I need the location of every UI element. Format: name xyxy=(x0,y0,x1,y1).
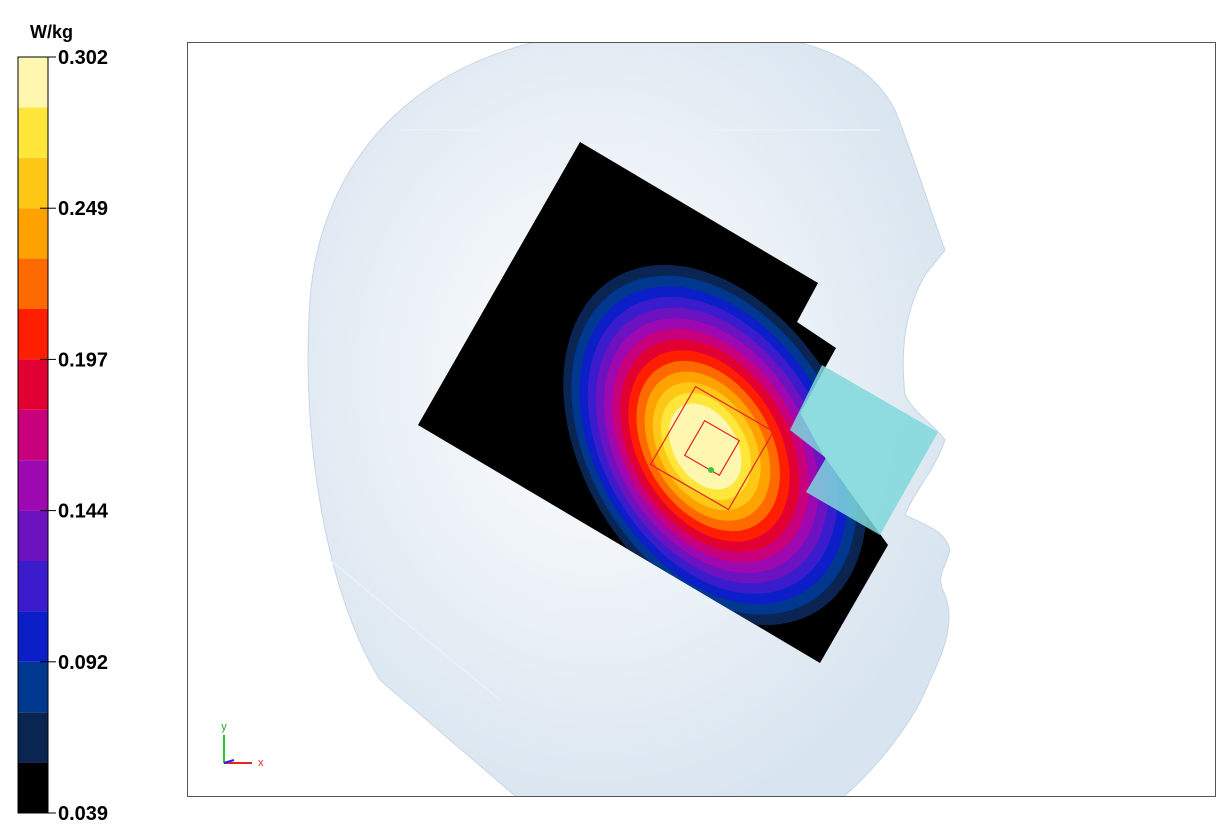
axes-triad: y x xyxy=(221,721,264,769)
triad-y-label: y xyxy=(221,721,227,733)
colorbar: 0.039 0.092 0.144 0.197 0.249 0.302 xyxy=(17,47,109,825)
colorbar-tick-label: 0.302 xyxy=(58,47,108,69)
colorbar-band xyxy=(18,762,48,813)
zoom-box-outer xyxy=(649,385,775,511)
colorbar-band xyxy=(18,157,48,209)
peak-marker xyxy=(708,467,714,473)
colorbar-tick-label: 0.249 xyxy=(58,198,108,220)
colorbar-band xyxy=(18,561,48,612)
scene xyxy=(307,43,951,796)
colorbar-band xyxy=(18,510,48,561)
colorbar-band xyxy=(18,712,48,763)
head-shading xyxy=(329,129,880,701)
colorbar-tick-label: 0.197 xyxy=(58,349,108,371)
colorbar-band xyxy=(18,258,48,309)
colorbar-tick-label: 0.039 xyxy=(58,803,108,825)
colorbar-band xyxy=(18,359,48,410)
colorbar-band xyxy=(18,57,48,108)
triad-x-label: x xyxy=(258,757,264,769)
zoom-box-inner xyxy=(683,419,741,477)
colorbar-band xyxy=(18,107,48,158)
colorbar-band xyxy=(18,611,48,662)
colorbar-band xyxy=(18,460,48,511)
zoom-scan-boxes xyxy=(649,385,775,511)
colorbar-band xyxy=(18,208,48,259)
colorbar-band xyxy=(18,409,48,461)
phone xyxy=(790,365,938,535)
colorbar-band xyxy=(18,309,48,360)
colorbar-tick-label: 0.144 xyxy=(58,501,109,523)
sar-contours xyxy=(563,264,867,626)
triad-z xyxy=(223,759,235,764)
colorbar-band xyxy=(18,661,48,713)
colorbar-border xyxy=(17,56,49,814)
colorbar-tick-label: 0.092 xyxy=(58,652,108,674)
colorbar-unit: W/kg xyxy=(30,22,73,42)
